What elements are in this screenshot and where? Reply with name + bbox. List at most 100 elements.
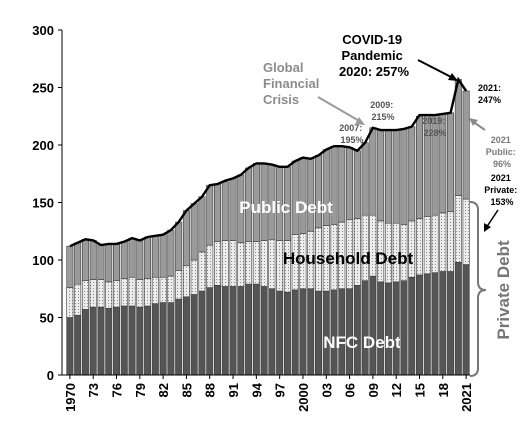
bar-public — [113, 243, 120, 281]
bar-nfc — [136, 306, 144, 376]
bar-nfc — [338, 288, 346, 376]
x-tick-label: 06 — [343, 383, 358, 397]
private-2021-arrow — [485, 209, 499, 229]
bar-household — [439, 212, 447, 272]
bar-public — [299, 157, 307, 234]
bar-household — [252, 241, 260, 285]
bar-household — [113, 280, 120, 308]
bar-public — [74, 242, 82, 285]
household-debt-label: Household Debt — [283, 249, 414, 268]
annotation-2019-value: 228% — [423, 128, 446, 138]
bar-public — [81, 239, 89, 282]
covid-line-2: Pandemic — [341, 48, 402, 63]
bar-nfc — [105, 307, 113, 376]
y-tick-label: 200 — [32, 138, 54, 153]
public-debt-label: Public Debt — [239, 198, 333, 217]
bar-public — [229, 178, 237, 241]
bar-nfc — [268, 288, 276, 376]
bar-household — [97, 279, 105, 308]
bar-nfc — [307, 288, 315, 376]
bar-public — [136, 240, 144, 280]
x-tick-label: 15 — [413, 383, 428, 397]
private-2021-line-2: Private: — [484, 185, 517, 195]
bar-nfc — [190, 294, 198, 376]
bar-nfc — [423, 273, 431, 376]
bar-household — [175, 270, 183, 300]
annotation-2021-total: 2021: 247% — [478, 83, 504, 105]
private-debt-bracket-label: Private Debt — [494, 240, 513, 340]
x-tick-label: 73 — [86, 383, 101, 397]
bar-household — [206, 244, 214, 288]
bar-public — [66, 245, 74, 288]
bar-nfc — [400, 280, 408, 376]
bar-public — [144, 236, 152, 279]
nfc-debt-label: NFC Debt — [323, 333, 401, 352]
svg-text:COVID-19 Pandemic: COVID-19 Pandemic 2020: 257% — [339, 32, 410, 79]
gfc-line-2: Financial — [263, 76, 319, 91]
bar-nfc — [384, 282, 392, 376]
annotation-2007-year: 2007: — [339, 123, 362, 133]
bar-nfc — [260, 286, 268, 376]
y-tick-label: 300 — [32, 23, 54, 38]
y-tick-label: 0 — [47, 368, 54, 383]
x-tick-label: 03 — [319, 383, 334, 397]
bar-nfc — [392, 281, 400, 376]
bar-nfc — [214, 284, 221, 376]
bar-public — [198, 196, 206, 253]
annotation-2007: 2007: 195% — [339, 123, 365, 145]
covid-line-1: COVID-19 — [342, 32, 402, 47]
bar-household — [89, 279, 97, 308]
public-2021-line-1: 2021 — [491, 135, 511, 145]
gfc-line-3: Crisis — [263, 92, 299, 107]
x-tick-label: 88 — [203, 383, 218, 397]
bar-nfc — [283, 291, 291, 376]
annotation-2009-value: 215% — [371, 112, 394, 122]
y-axis: 0 50 100 150 200 250 300 — [32, 23, 63, 383]
bar-household — [159, 276, 167, 303]
bar-public — [190, 203, 198, 261]
bar-nfc — [416, 274, 423, 376]
bar-household — [198, 251, 206, 292]
bar-public — [89, 240, 97, 280]
bar-household — [260, 240, 268, 287]
svg-text:2021 Public: 9: 2021 Public: 96% — [486, 135, 519, 169]
bar-household — [74, 283, 82, 316]
bar-nfc — [431, 272, 439, 376]
bar-nfc — [81, 309, 89, 376]
bar-nfc — [299, 288, 307, 376]
y-tick-label: 50 — [40, 311, 54, 326]
bar-public — [392, 129, 400, 224]
bar-nfc — [151, 303, 159, 376]
bar-nfc — [74, 314, 82, 376]
y-tick-label: 100 — [32, 253, 54, 268]
bar-nfc — [353, 284, 361, 376]
public-2021-line-3: 96% — [493, 159, 511, 169]
annotation-2007-value: 195% — [340, 135, 363, 145]
x-tick-label: 97 — [273, 383, 288, 397]
annotation-2021-total-year: 2021: — [478, 83, 501, 93]
bar-nfc — [315, 290, 322, 376]
bar-nfc — [175, 298, 183, 376]
bar-household — [66, 287, 74, 318]
private-2021-line-3: 153% — [490, 197, 513, 207]
bar-public — [206, 184, 214, 246]
bar-nfc — [245, 283, 253, 376]
bar-public — [97, 244, 105, 280]
bar-public — [175, 221, 183, 271]
x-tick-label: 94 — [249, 382, 264, 397]
bar-public — [151, 235, 159, 278]
bar-public — [447, 112, 455, 213]
bar-public — [159, 234, 167, 278]
bar-nfc — [369, 275, 377, 376]
bar-nfc — [237, 286, 245, 376]
y-tick-label: 150 — [32, 196, 54, 211]
bar-household — [423, 216, 431, 275]
total-line-group — [69, 76, 468, 248]
x-tick-label: 2021 — [459, 383, 474, 412]
x-tick-label: 18 — [436, 383, 451, 397]
annotation-2019: 2019: 228% — [422, 116, 448, 138]
private-2021-line-1: 2021 — [491, 173, 511, 183]
bar-nfc — [454, 261, 462, 376]
